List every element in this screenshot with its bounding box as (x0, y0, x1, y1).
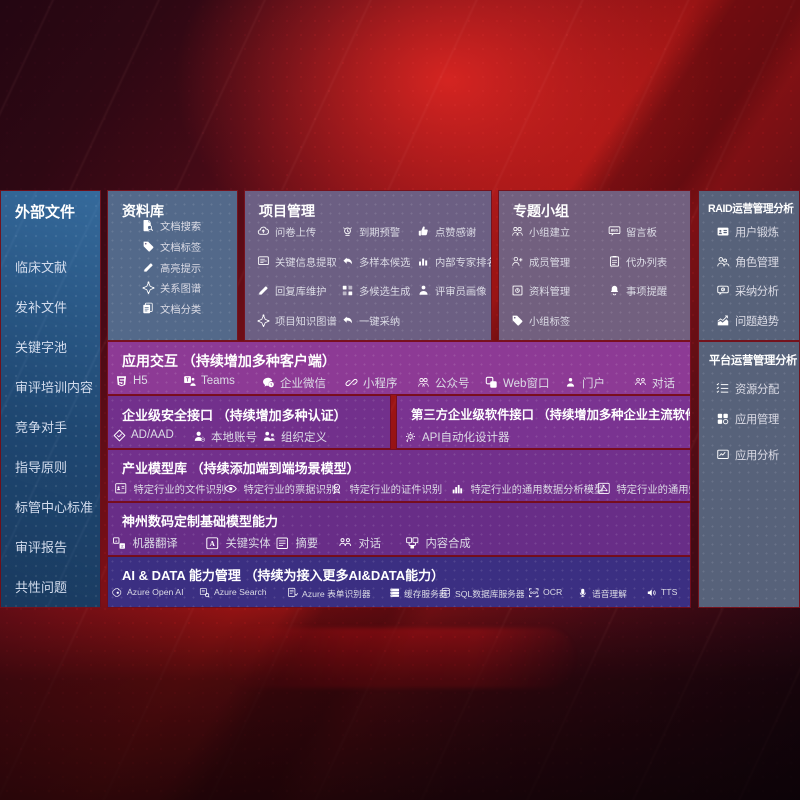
svg-text:文: 文 (121, 543, 124, 548)
svg-text:OCR: OCR (530, 591, 539, 595)
svg-text:A: A (210, 540, 216, 548)
svg-text:A: A (115, 539, 118, 543)
svg-text:BBS: BBS (611, 229, 619, 233)
